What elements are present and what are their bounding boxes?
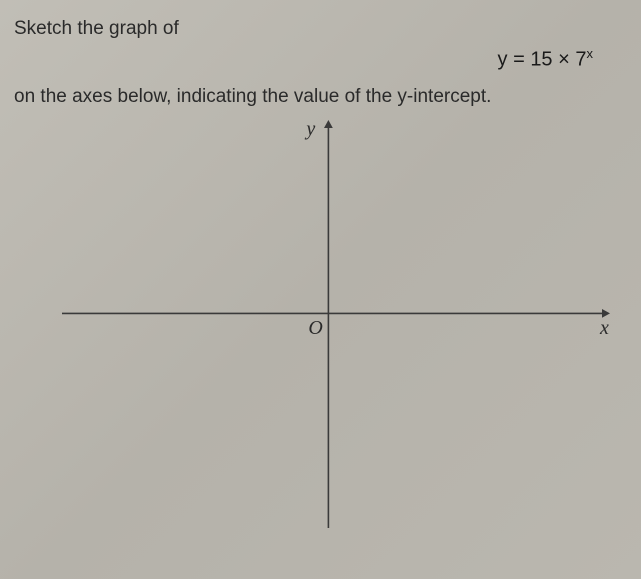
equation-equals: =	[513, 49, 525, 71]
x-axis-label: x	[600, 317, 609, 340]
equation-exponent: x	[587, 46, 594, 61]
y-axis-label: y	[306, 118, 315, 141]
prompt-text-1: Sketch the graph of	[14, 18, 619, 40]
question-page: Sketch the graph of y = 15 × 7x on the a…	[0, 0, 641, 579]
prompt-text-2: on the axes below, indicating the value …	[14, 86, 619, 108]
cartesian-axes	[54, 116, 614, 536]
equation: y = 15 × 7x	[498, 46, 594, 72]
equation-lhs: y	[498, 49, 508, 71]
equation-times: ×	[558, 49, 570, 71]
origin-label: O	[308, 317, 322, 340]
axes-area: y x O	[54, 116, 614, 536]
equation-base: 7	[575, 49, 586, 71]
equation-coeff: 15	[530, 49, 552, 71]
